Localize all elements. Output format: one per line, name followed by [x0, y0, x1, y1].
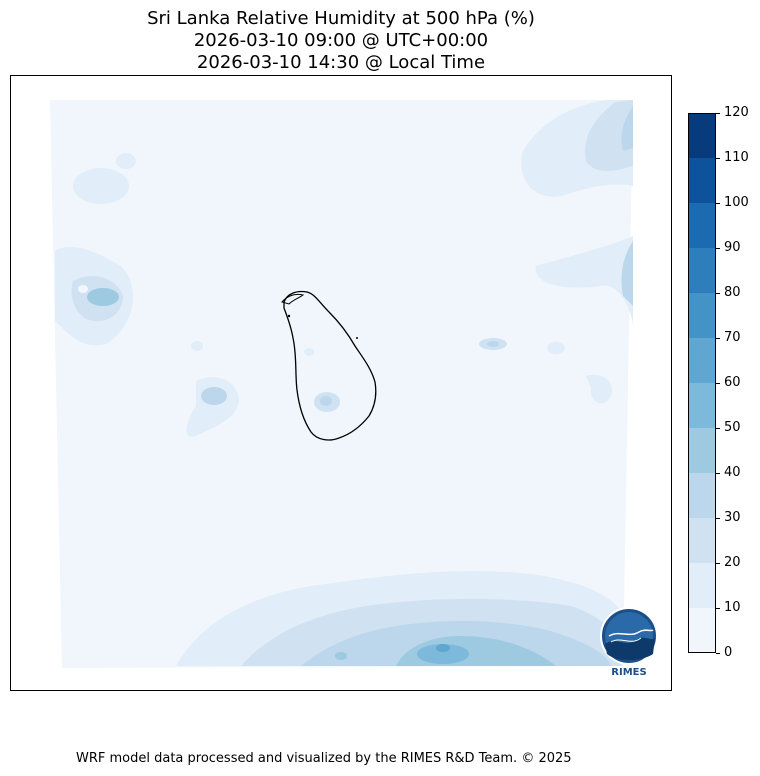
colorbar-tick-label: 0 [724, 645, 733, 660]
humidity-zone-bottom-peak [436, 644, 450, 652]
colorbar-tick-mark [716, 428, 720, 429]
colorbar-band [688, 248, 716, 293]
island-dot-a [287, 314, 291, 318]
title-line-2: 2026-03-10 09:00 @ UTC+00:00 [193, 30, 489, 51]
colorbar-tick-mark [716, 203, 720, 204]
humidity-patch-left-dot [78, 285, 88, 293]
colorbar-tick-label: 50 [724, 420, 741, 435]
humidity-zone-right-edge [621, 241, 633, 306]
colorbar-tick-mark [716, 113, 720, 114]
colorbar-tick-mark [716, 653, 720, 654]
footer-credit: WRF model data processed and visualized … [76, 751, 572, 766]
colorbar-tick-label: 30 [724, 510, 741, 525]
title-line-3: 2026-03-10 14:30 @ Local Time [196, 52, 486, 73]
colorbar-band [688, 608, 716, 653]
model-domain [50, 100, 633, 668]
colorbar-tick-label: 110 [724, 150, 749, 165]
colorbar-band [688, 563, 716, 608]
humidity-zone-central-west [186, 377, 239, 437]
colorbar-tick-label: 60 [724, 375, 741, 390]
colorbar-band [688, 158, 716, 203]
humidity-zone-bottom-core [417, 644, 469, 664]
colorbar-tick-label: 90 [724, 240, 741, 255]
logo-text: RIMES [611, 667, 646, 678]
humidity-patch-right-dot [487, 341, 499, 347]
colorbar-tick-mark [716, 383, 720, 384]
humidity-zone-right-mid [535, 236, 633, 326]
humidity-patch-island-north [304, 348, 314, 356]
colorbar-band [688, 113, 716, 158]
colorbar-tick-mark [716, 158, 720, 159]
humidity-patch-right-c [586, 374, 612, 404]
colorbar-tick-mark [716, 248, 720, 249]
colorbar-tick-mark [716, 608, 720, 609]
colorbar-tick-label: 70 [724, 330, 741, 345]
humidity-patch-top-left-b [116, 153, 136, 169]
colorbar-band [688, 383, 716, 428]
colorbar-border [688, 113, 716, 653]
colorbar-band [688, 473, 716, 518]
colorbar-band [688, 518, 716, 563]
title-line-1: Sri Lanka Relative Humidity at 500 hPa (… [147, 8, 535, 29]
humidity-map: RIMES [50, 100, 658, 678]
humidity-patch-island-core [320, 396, 332, 406]
jaffna-peninsula [281, 293, 305, 305]
humidity-patch-right-b [547, 342, 565, 354]
colorbar-tick-label: 100 [724, 195, 749, 210]
chart-title: Sri Lanka Relative Humidity at 500 hPa (… [10, 8, 672, 74]
island-dot-b [356, 337, 358, 339]
humidity-patch-near-coast [191, 341, 203, 351]
colorbar-band [688, 428, 716, 473]
humidity-zone-top-right-inner [585, 100, 633, 171]
colorbar-tick-label: 20 [724, 555, 741, 570]
humidity-zone-top-right-core [621, 106, 633, 151]
map-panel: RIMES [10, 75, 672, 691]
colorbar-tick-label: 120 [724, 105, 749, 120]
colorbar-tick-mark [716, 518, 720, 519]
colorbar-tick-mark [716, 293, 720, 294]
colorbar-band [688, 338, 716, 383]
colorbar-tick-label: 40 [724, 465, 741, 480]
colorbar [688, 113, 716, 653]
humidity-zone-central-west-inner [201, 387, 227, 405]
colorbar-band [688, 203, 716, 248]
colorbar-tick-label: 80 [724, 285, 741, 300]
humidity-zone-left-core [87, 288, 119, 306]
colorbar-band [688, 293, 716, 338]
colorbar-tick-mark [716, 563, 720, 564]
rimes-logo: RIMES [600, 607, 658, 678]
humidity-patch-bottom-small [335, 652, 347, 660]
humidity-patch-top-left [73, 168, 129, 204]
colorbar-tick-mark [716, 473, 720, 474]
colorbar-scale [688, 113, 716, 653]
colorbar-tick-mark [716, 338, 720, 339]
sri-lanka-coastline [283, 290, 377, 441]
colorbar-tick-label: 10 [724, 600, 741, 615]
